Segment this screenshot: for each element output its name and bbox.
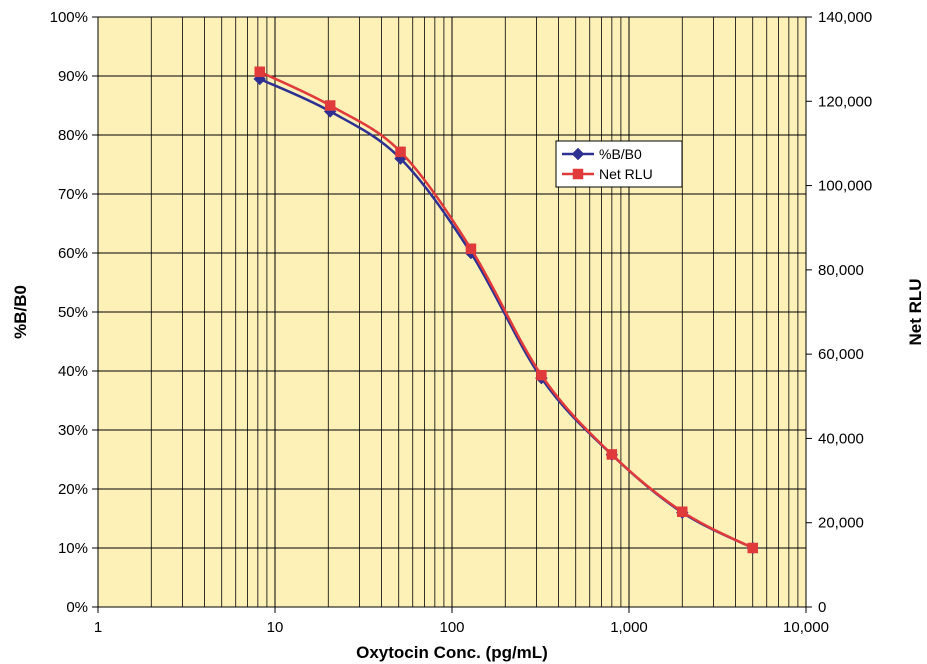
y2-tick-label: 100,000 [818,178,872,195]
data-point [536,369,547,381]
y2-tick-label: 60,000 [818,346,864,363]
y-tick-label: 0% [66,599,88,616]
series-layer [253,66,760,555]
series-net-rlu [254,66,758,554]
y-tick-label: 30% [58,422,88,439]
y-tick-label: 60% [58,245,88,262]
x-tick-label: 100 [439,619,464,636]
y2-tick-label: 120,000 [818,93,872,110]
y-tick-label: 80% [58,127,88,144]
y-tick-label: 20% [58,481,88,498]
data-point [677,506,688,518]
legend-swatch-marker [572,168,584,180]
series-line [259,70,754,550]
y-tick-label: 70% [58,186,88,203]
y2-tick-label: 0 [818,599,826,616]
y-tick-label: 40% [58,363,88,380]
legend-swatch-marker [571,147,585,161]
y2-tick-label: 80,000 [818,262,864,279]
x-tick-label: 10 [267,619,284,636]
data-point [324,100,336,111]
y2-tick-label: 40,000 [818,430,864,447]
axes: 1 10 100 1,000 10,000 0% 10% 20% 30% 40% 50% 60% 70%… [50,9,873,636]
y-axis-title: %B/B0 [11,285,30,339]
x-tick-label: 10,000 [783,619,829,636]
data-point [747,542,758,554]
y-tick-label: 100% [50,9,88,26]
x-axis-title: Oxytocin Conc. (pg/mL) [356,643,548,662]
data-point [606,449,618,460]
data-point [254,66,265,78]
legend: %B/B0 Net RLU [555,140,683,188]
data-point [395,146,406,158]
y2-tick-label: 20,000 [818,515,864,532]
y2-axis-title: Net RLU [906,278,925,345]
data-point [465,243,477,255]
x-tick-label: 1,000 [610,619,648,636]
y-tick-label: 50% [58,304,88,321]
y-tick-label: 90% [58,68,88,85]
legend-entry: %B/B0 [599,146,642,162]
y2-tick-label: 140,000 [818,9,872,26]
y-tick-label: 10% [58,540,88,557]
legend-entry: Net RLU [599,166,653,182]
x-tick-label: 1 [94,619,102,636]
